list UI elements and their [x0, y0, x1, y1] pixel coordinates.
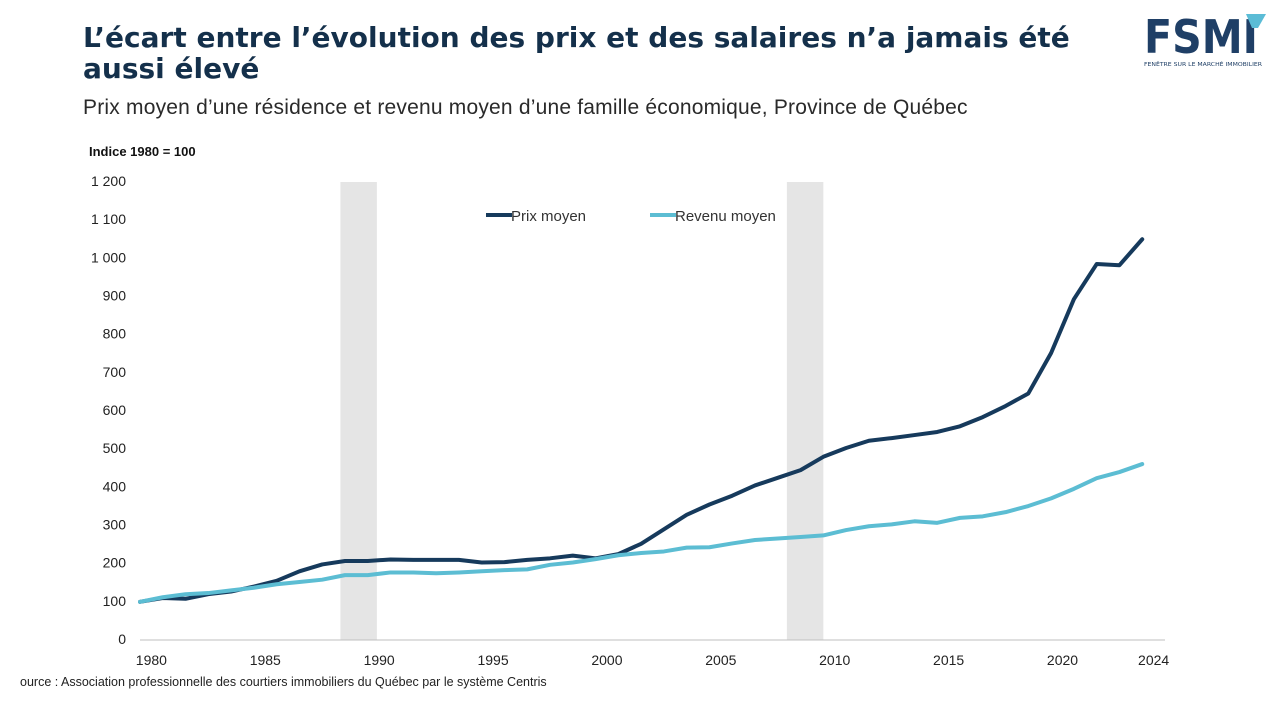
logo-tagline: FENÊTRE SUR LE MARCHÉ IMMOBILIER	[1144, 60, 1262, 68]
y-tick-label: 900	[103, 288, 127, 304]
source-note: ource : Association professionnelle des …	[20, 675, 547, 689]
y-tick-label: 1 000	[91, 249, 126, 265]
y-tick-label: 700	[103, 364, 127, 380]
shaded-periods	[340, 182, 824, 640]
y-tick-label: 600	[103, 402, 127, 418]
shaded-period-1	[340, 182, 377, 640]
y-tick-label: 0	[118, 631, 126, 647]
x-tick-label: 2000	[591, 652, 622, 668]
x-axis-ticks: 1980 1985 1990 1995 2000 2005 2010 2015 2020 2024	[136, 652, 1170, 668]
y-tick-label: 800	[103, 326, 127, 342]
y-tick-label: 400	[103, 478, 127, 494]
y-axis-ticks: 0 100 200 300 400 500 600 700 800 900 1 000 1 100 1 …	[91, 173, 126, 647]
y-tick-label: 1 200	[91, 173, 126, 189]
x-tick-label: 2010	[819, 652, 850, 668]
page-subtitle: Prix moyen d’une résidence et revenu moy…	[83, 96, 968, 119]
y-tick-label: 1 100	[91, 211, 126, 227]
series-lines	[138, 237, 1145, 604]
legend-label-2: Revenu moyen	[675, 208, 776, 225]
x-tick-label: 2020	[1047, 652, 1078, 668]
shaded-period-2	[786, 182, 824, 640]
x-tick-label: 2024	[1138, 652, 1169, 668]
y-tick-label: 200	[103, 555, 127, 571]
legend: Prix moyen Revenu moyen	[486, 208, 776, 225]
x-tick-label: 1995	[477, 652, 508, 668]
fsmi-logo: FSMI FENÊTRE SUR LE MARCHÉ IMMOBILIER	[1144, 10, 1266, 68]
x-tick-label: 2005	[705, 652, 736, 668]
series-line-2	[138, 462, 1145, 604]
y-tick-label: 500	[103, 440, 127, 456]
series-line-1	[138, 237, 1145, 604]
x-tick-label: 1985	[250, 652, 281, 668]
y-tick-label: 300	[103, 517, 127, 533]
logo-text: FSMI	[1144, 10, 1258, 64]
y-axis-label: Indice 1980 = 100	[89, 144, 196, 159]
x-tick-label: 1990	[364, 652, 395, 668]
page-title: L’écart entre l’évolution des prix et de…	[83, 21, 1070, 85]
logo-accent-icon	[1246, 14, 1266, 28]
legend-label-1: Prix moyen	[511, 208, 586, 225]
x-tick-label: 2015	[933, 652, 964, 668]
x-tick-label: 1980	[136, 652, 167, 668]
y-tick-label: 100	[103, 593, 127, 609]
